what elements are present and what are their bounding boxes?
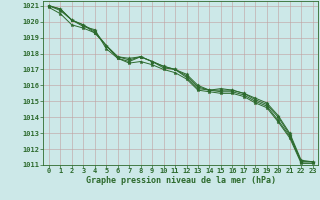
X-axis label: Graphe pression niveau de la mer (hPa): Graphe pression niveau de la mer (hPa) xyxy=(86,176,276,185)
